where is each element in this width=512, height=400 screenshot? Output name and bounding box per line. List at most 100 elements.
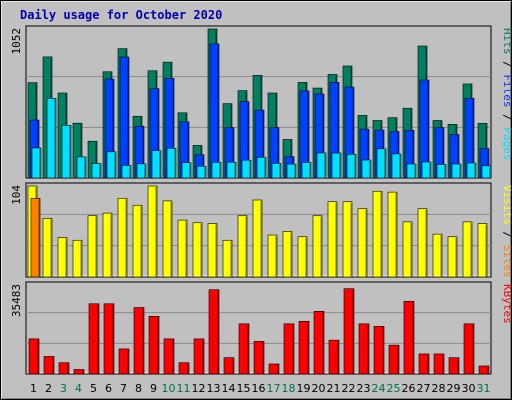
x-tick-label: 25 bbox=[387, 382, 401, 395]
bar-kbytes bbox=[223, 357, 235, 375]
x-tick-label: 21 bbox=[327, 382, 341, 395]
bar-visits bbox=[102, 212, 113, 278]
bar-pages bbox=[346, 154, 357, 179]
x-tick-label: 5 bbox=[90, 382, 97, 395]
bar-visits bbox=[117, 197, 128, 278]
bar-pages bbox=[121, 165, 132, 179]
bar-visits bbox=[192, 222, 203, 278]
x-tick-label: 23 bbox=[357, 382, 371, 395]
bar-pages bbox=[106, 151, 117, 179]
bar-kbytes bbox=[73, 369, 85, 375]
x-tick-label: 30 bbox=[462, 382, 476, 395]
bar-pages bbox=[61, 125, 72, 179]
legend-kbytes: KBytes bbox=[501, 284, 511, 324]
legend-visits: Visits bbox=[501, 185, 511, 225]
panel-max-label: 35483 bbox=[10, 284, 23, 317]
bar-kbytes bbox=[283, 323, 295, 375]
panel-legend-hits-files-pages: Hits / Files / Pages bbox=[501, 28, 511, 161]
x-tick-label: 20 bbox=[312, 382, 326, 395]
x-tick-label: 15 bbox=[237, 382, 251, 395]
bar-pages bbox=[211, 161, 222, 179]
x-tick-label: 7 bbox=[120, 382, 127, 395]
bar-visits bbox=[372, 190, 383, 278]
bar-sites bbox=[30, 197, 41, 278]
bar-pages bbox=[376, 148, 387, 179]
bar-visits bbox=[237, 215, 248, 278]
bar-pages bbox=[421, 161, 432, 179]
bar-kbytes bbox=[373, 326, 385, 375]
bar-visits bbox=[177, 219, 188, 278]
bar-pages bbox=[286, 163, 297, 179]
bar-pages bbox=[436, 164, 447, 179]
x-tick-label: 31 bbox=[477, 382, 491, 395]
bar-kbytes bbox=[418, 353, 430, 375]
legend-sites: Sites bbox=[501, 245, 511, 278]
bar-kbytes bbox=[28, 338, 40, 375]
panel-max-label: 104 bbox=[10, 185, 23, 205]
panel-legend-visits-sites: Visits / Sites bbox=[501, 185, 511, 278]
bar-kbytes bbox=[343, 288, 355, 375]
x-tick-label: 12 bbox=[192, 382, 206, 395]
bar-visits bbox=[72, 239, 83, 278]
x-tick-label: 27 bbox=[417, 382, 431, 395]
bar-kbytes bbox=[268, 363, 280, 375]
bar-kbytes bbox=[313, 310, 325, 375]
bar-kbytes bbox=[328, 339, 340, 375]
bar-visits bbox=[327, 201, 338, 278]
bar-kbytes bbox=[148, 316, 160, 375]
bar-kbytes bbox=[358, 323, 370, 375]
x-tick-label: 16 bbox=[252, 382, 266, 395]
bar-visits bbox=[402, 221, 413, 278]
bar-pages bbox=[481, 165, 492, 179]
bar-visits bbox=[132, 204, 143, 278]
bar-pages bbox=[136, 163, 147, 179]
bar-visits bbox=[447, 236, 458, 278]
bar-kbytes bbox=[133, 307, 145, 375]
bar-kbytes bbox=[88, 303, 100, 375]
x-tick-label: 9 bbox=[150, 382, 157, 395]
x-tick-label: 3 bbox=[60, 382, 67, 395]
bar-visits bbox=[207, 223, 218, 278]
bar-pages bbox=[166, 147, 177, 179]
bar-visits bbox=[282, 231, 293, 278]
panel-max-label: 1052 bbox=[10, 28, 23, 55]
bar-kbytes bbox=[403, 300, 415, 375]
x-tick-label: 11 bbox=[177, 382, 191, 395]
bar-kbytes bbox=[58, 362, 70, 375]
bar-kbytes bbox=[163, 338, 175, 375]
bar-kbytes bbox=[43, 356, 55, 375]
x-tick-label: 4 bbox=[75, 382, 82, 395]
bar-visits bbox=[462, 221, 473, 278]
x-tick-label: 2 bbox=[45, 382, 52, 395]
bar-kbytes bbox=[253, 341, 265, 375]
bar-pages bbox=[241, 159, 252, 179]
x-tick-label: 10 bbox=[162, 382, 176, 395]
bar-kbytes bbox=[208, 289, 220, 375]
x-tick-label: 28 bbox=[432, 382, 446, 395]
bar-kbytes bbox=[298, 321, 310, 375]
bar-pages bbox=[391, 153, 402, 179]
bar-kbytes bbox=[463, 323, 475, 375]
x-tick-label: 29 bbox=[447, 382, 461, 395]
bar-kbytes bbox=[388, 344, 400, 375]
bar-visits bbox=[57, 237, 68, 278]
bar-visits bbox=[222, 239, 233, 278]
bar-pages bbox=[196, 165, 207, 179]
bar-visits bbox=[477, 223, 488, 278]
x-tick-label: 26 bbox=[402, 382, 416, 395]
bar-kbytes bbox=[178, 362, 190, 375]
bar-visits bbox=[312, 215, 323, 278]
bar-visits bbox=[267, 234, 278, 278]
bar-visits bbox=[342, 201, 353, 278]
x-tick-label: 17 bbox=[267, 382, 281, 395]
bar-pages bbox=[316, 152, 327, 179]
legend-pages: Pages bbox=[501, 127, 511, 160]
bar-visits bbox=[42, 218, 53, 278]
chart-title: Daily usage for October 2020 bbox=[20, 8, 223, 22]
bar-pages bbox=[466, 162, 477, 179]
x-tick-label: 1 bbox=[30, 382, 37, 395]
bar-kbytes bbox=[433, 353, 445, 375]
bar-pages bbox=[76, 156, 87, 179]
bar-visits bbox=[87, 215, 98, 278]
